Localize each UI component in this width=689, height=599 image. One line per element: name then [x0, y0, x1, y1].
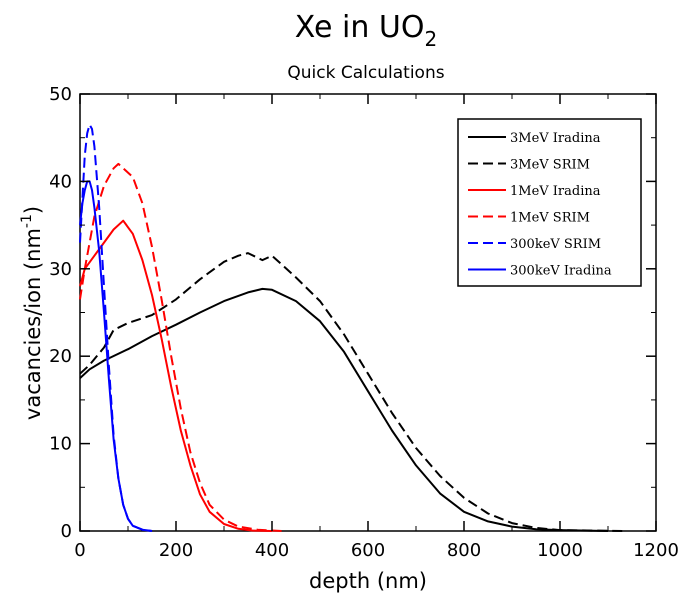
y-tick-label: 50 [49, 84, 72, 105]
legend-box [457, 118, 642, 287]
legend-label: 3MeV Iradina [510, 131, 601, 146]
series-layer [79, 123, 628, 532]
x-tick-label: 800 [447, 540, 481, 561]
x-axis-label: depth (nm) [309, 569, 427, 593]
x-tick-label: 0 [74, 540, 85, 561]
legend-label: 3MeV SRIM [510, 158, 590, 173]
y-axis-label: vacancies/ion (nm-1) [19, 206, 45, 420]
legend-label: 300keV SRIM [510, 237, 601, 252]
legend-label: 300keV Iradina [510, 264, 612, 279]
series-line-1mev-srim [79, 162, 282, 532]
x-tick-label: 400 [255, 540, 289, 561]
chart-title: Xe in UO2 [295, 10, 437, 51]
series-line-1mev-iradina [79, 219, 273, 532]
y-tick-label: 20 [49, 346, 72, 367]
legend: 3MeV Iradina 3MeV SRIM 1MeV Iradina 1MeV SR… [457, 118, 642, 287]
x-tick-label: 200 [159, 540, 193, 561]
chart-subtitle: Quick Calculations [287, 63, 444, 83]
x-tick-label: 1000 [537, 540, 583, 561]
x-tick-label: 1200 [633, 540, 679, 561]
y-tick-label: 30 [49, 259, 72, 280]
legend-label: 1MeV Iradina [510, 184, 601, 199]
y-tick-label: 0 [61, 521, 72, 542]
y-tick-label: 40 [49, 171, 72, 192]
axes-layer: 0 200 400 600 800 1000 1200 0 10 20 30 40 50 [49, 84, 679, 561]
series-line-3mev-iradina [79, 287, 609, 532]
y-tick-label: 10 [49, 434, 72, 455]
series-line-300kev-iradina [79, 180, 153, 532]
legend-label: 1MeV SRIM [510, 211, 590, 226]
x-tick-label: 600 [351, 540, 385, 561]
series-line-3mev-srim [79, 252, 628, 532]
